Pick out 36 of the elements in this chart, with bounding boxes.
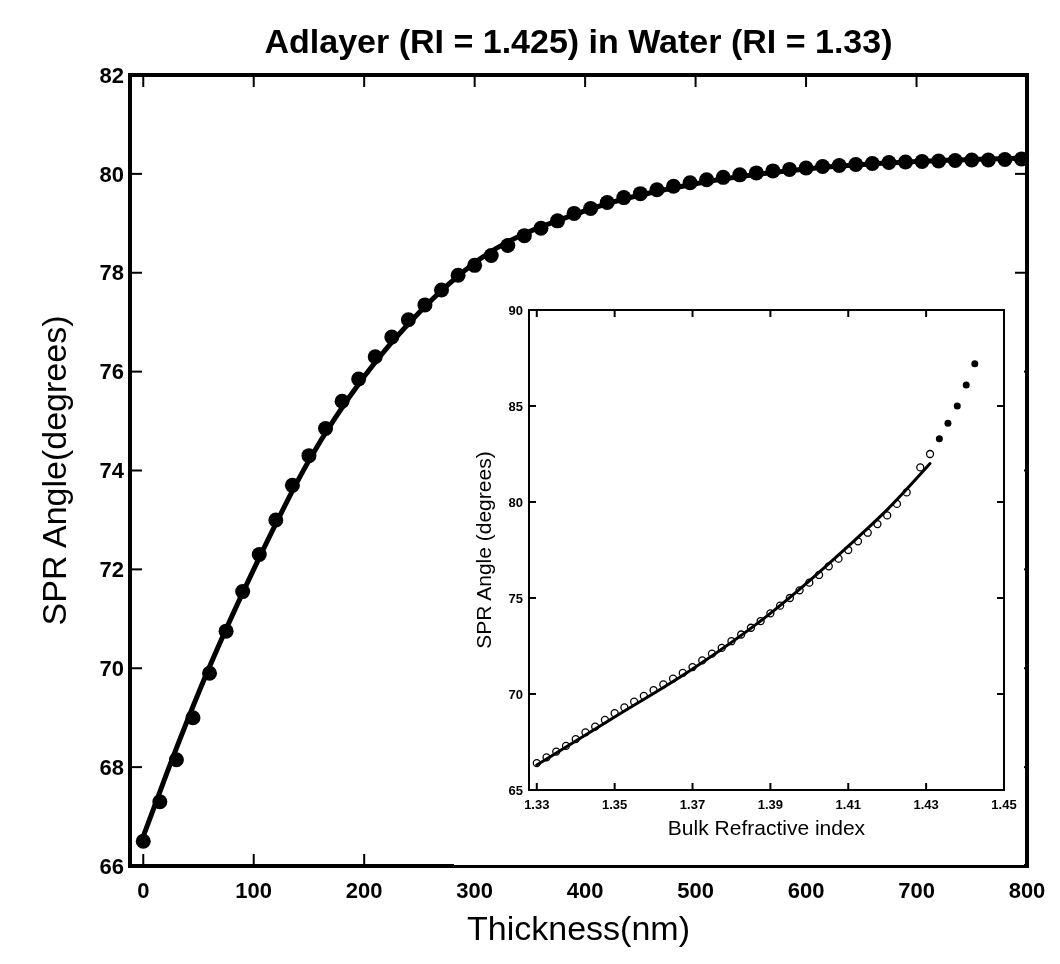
x-tick-label: 400 xyxy=(566,877,604,903)
y-axis-title: SPR Angle(degrees) xyxy=(34,315,73,626)
y-tick-label: 75 xyxy=(508,590,523,606)
x-tick-label: 1.45 xyxy=(991,796,1017,812)
chart-title: Adlayer (RI = 1.425) in Water (RI = 1.33) xyxy=(264,22,893,60)
y-tick-label: 76 xyxy=(99,359,124,385)
y-tick-label: 70 xyxy=(508,686,523,702)
y-tick-label: 82 xyxy=(99,62,124,88)
x-tick-label: 1.39 xyxy=(757,796,784,812)
y-tick-label: 66 xyxy=(99,853,124,879)
x-tick-label: 1.37 xyxy=(679,796,706,812)
y-tick-label: 68 xyxy=(99,754,124,780)
y-axis-title: SPR Angle (degrees) xyxy=(471,451,495,649)
y-tick-label: 65 xyxy=(508,782,523,798)
x-tick-label: 1.33 xyxy=(524,796,550,812)
x-axis-title: Bulk Refractive index xyxy=(667,816,866,840)
y-tick-label: 90 xyxy=(508,302,523,318)
y-tick-label: 74 xyxy=(99,458,125,484)
x-tick-label: 200 xyxy=(345,877,383,903)
x-tick-label: 1.41 xyxy=(835,796,861,812)
y-tick-label: 70 xyxy=(99,655,124,681)
x-tick-label: 600 xyxy=(787,877,825,903)
x-tick-label: 800 xyxy=(1008,877,1046,903)
x-tick-label: 0 xyxy=(137,877,150,903)
x-tick-label: 1.43 xyxy=(913,796,939,812)
x-tick-label: 1.35 xyxy=(602,796,628,812)
y-tick-label: 80 xyxy=(508,494,523,510)
x-tick-label: 500 xyxy=(677,877,714,903)
y-tick-label: 78 xyxy=(99,260,124,286)
y-tick-label: 72 xyxy=(99,557,124,583)
x-tick-label: 100 xyxy=(235,877,273,903)
y-tick-label: 85 xyxy=(508,398,523,414)
x-axis-title: Thickness(nm) xyxy=(467,909,690,948)
x-tick-label: 300 xyxy=(456,877,494,903)
x-tick-label: 700 xyxy=(898,877,935,903)
y-tick-label: 80 xyxy=(99,161,124,187)
